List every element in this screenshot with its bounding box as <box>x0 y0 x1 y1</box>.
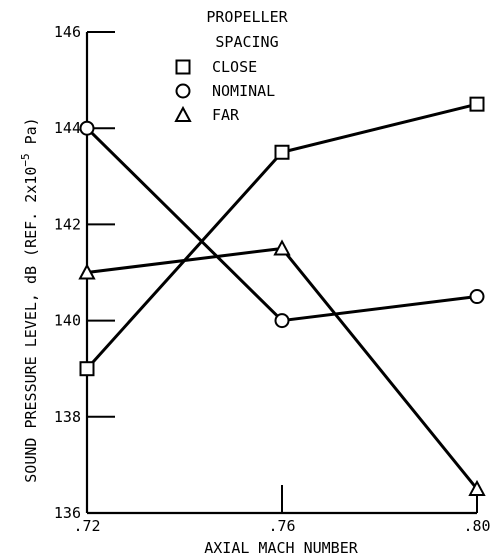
legend-title-line1: PROPELLER <box>206 8 288 26</box>
y-axis-label-main: SOUND PRESSURE LEVEL, dB (REF. 2x10 <box>22 167 40 483</box>
data-point-close <box>79 361 95 377</box>
y-tick-label: 144 <box>54 119 81 137</box>
legend-title-line2: SPACING <box>215 33 278 51</box>
axes <box>85 32 477 515</box>
data-point-far <box>468 479 486 496</box>
series-markers <box>78 96 486 496</box>
legend-label-close: CLOSE <box>212 58 257 76</box>
data-point-nominal <box>79 120 95 136</box>
series-line-far <box>86 246 479 490</box>
data-point-close <box>469 96 485 112</box>
y-tick-label: 146 <box>54 23 81 41</box>
legend-marker-far <box>174 105 192 122</box>
series-lines <box>85 102 479 490</box>
legend-label-far: FAR <box>212 106 240 124</box>
y-tick-label: 140 <box>54 312 81 330</box>
x-tick-label: .76 <box>268 517 295 535</box>
data-point-close <box>274 144 290 160</box>
y-axis-label-exponent: −5 <box>19 153 32 166</box>
data-point-far <box>273 239 291 256</box>
x-tick-label: .80 <box>463 517 490 535</box>
ticks: 136 138 140 142 144 146 .72 .76 .80 <box>54 23 491 535</box>
y-tick-label: 138 <box>54 408 81 426</box>
y-tick-label: 136 <box>54 504 81 522</box>
series-line-close <box>85 102 478 370</box>
legend-items: CLOSE NOMINAL FAR <box>174 58 275 124</box>
x-axis-label: AXIAL MACH NUMBER <box>204 539 358 557</box>
data-point-far <box>78 263 96 280</box>
y-axis-label-unit: Pa) <box>22 117 40 153</box>
legend: PROPELLER SPACING CLOSE NOMINAL FAR <box>174 8 289 124</box>
x-tick-label: .72 <box>73 517 100 535</box>
legend-label-nominal: NOMINAL <box>212 82 275 100</box>
y-tick-label: 142 <box>54 215 81 233</box>
data-point-nominal <box>274 313 290 329</box>
legend-marker-nominal <box>175 83 191 99</box>
legend-marker-close <box>175 59 191 75</box>
y-axis-label: SOUND PRESSURE LEVEL, dB (REF. 2x10−5 Pa… <box>19 117 40 482</box>
data-point-nominal <box>469 289 485 305</box>
